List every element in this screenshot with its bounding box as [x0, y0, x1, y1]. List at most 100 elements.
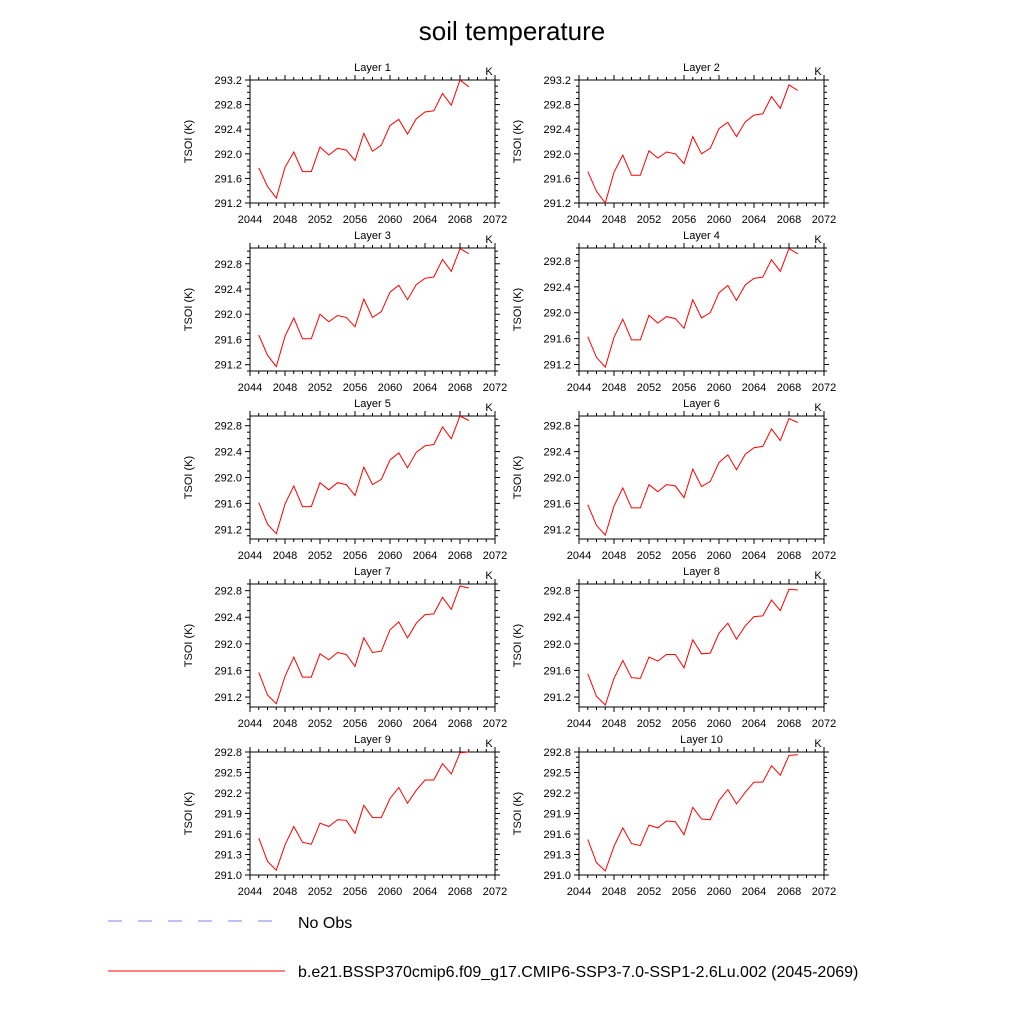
x-tick-label: 2060 — [707, 718, 731, 730]
panel-layer-5: 2044 2048 2052 2056 2060 2064 2068 2072 291.2 291… — [183, 398, 507, 562]
panel-layer-1: 2044 2048 2052 2056 2060 2064 2068 2072 291.2 291… — [183, 62, 507, 226]
panel-layer-7: 2044 2048 2052 2056 2060 2064 2068 2072 291.2 291… — [183, 566, 507, 730]
x-tick-label: 2072 — [483, 550, 507, 562]
y-tick-label: 292.8 — [214, 747, 242, 759]
panel-units: K — [814, 570, 822, 582]
x-tick-label: 2044 — [238, 550, 262, 562]
panel-title: Layer 4 — [683, 230, 720, 242]
y-tick-label: 292.2 — [543, 788, 571, 800]
x-tick-label: 2060 — [378, 886, 402, 898]
y-tick-label: 291.9 — [214, 809, 242, 821]
plot-frame — [578, 415, 825, 540]
y-tick-label: 292.8 — [214, 259, 242, 271]
x-tick-label: 2052 — [637, 214, 661, 226]
y-tick-label: 292.0 — [543, 473, 571, 485]
series-line — [258, 247, 470, 368]
y-axis-label: TSOI (K) — [183, 792, 195, 835]
y-axis-label: TSOI (K) — [512, 792, 524, 835]
x-tick-label: 2072 — [812, 886, 836, 898]
x-tick-label: 2052 — [637, 550, 661, 562]
y-tick-label: 292.4 — [214, 124, 242, 136]
panel-units: K — [814, 66, 822, 78]
series-line — [258, 751, 469, 872]
x-tick-label: 2048 — [273, 550, 297, 562]
series-line — [587, 247, 799, 369]
y-tick-label: 291.9 — [543, 809, 571, 821]
x-tick-label: 2056 — [343, 382, 367, 394]
figure-title: soil temperature — [419, 16, 605, 46]
panel-units: K — [814, 738, 822, 750]
x-tick-label: 2048 — [273, 886, 297, 898]
panel-units: K — [485, 234, 493, 246]
y-tick-label: 291.6 — [214, 665, 242, 677]
y-axis-label: TSOI (K) — [183, 288, 195, 331]
x-tick-label: 2068 — [777, 718, 801, 730]
x-tick-label: 2048 — [602, 550, 626, 562]
y-tick-label: 292.8 — [543, 256, 571, 268]
series-line — [587, 588, 798, 706]
y-tick-label: 292.0 — [543, 149, 571, 161]
plot-frame — [249, 247, 496, 372]
x-tick-label: 2052 — [637, 886, 661, 898]
x-tick-label: 2044 — [238, 382, 262, 394]
x-tick-label: 2056 — [343, 550, 367, 562]
x-tick-label: 2068 — [777, 214, 801, 226]
panel-units: K — [485, 402, 493, 414]
panel-title: Layer 10 — [680, 734, 723, 746]
y-axis-label: TSOI (K) — [512, 120, 524, 163]
y-tick-label: 291.6 — [543, 334, 571, 346]
panel-units: K — [485, 570, 493, 582]
x-tick-label: 2052 — [308, 382, 332, 394]
panel-layer-2: 2044 2048 2052 2056 2060 2064 2068 2072 291.2 291… — [512, 62, 836, 226]
legend-obs-label: No Obs — [298, 915, 352, 932]
x-tick-label: 2060 — [707, 886, 731, 898]
x-tick-label: 2072 — [812, 382, 836, 394]
y-tick-label: 292.8 — [543, 421, 571, 433]
x-tick-label: 2068 — [777, 550, 801, 562]
series-line — [587, 417, 799, 537]
panel-layer-10: 2044 2048 2052 2056 2060 2064 2068 2072 291.0 291… — [512, 734, 836, 898]
y-tick-label: 292.8 — [543, 586, 571, 598]
x-tick-label: 2044 — [238, 214, 262, 226]
y-tick-label: 292.0 — [214, 473, 242, 485]
x-tick-label: 2056 — [672, 214, 696, 226]
panel-title: Layer 3 — [354, 230, 391, 242]
x-tick-label: 2048 — [273, 718, 297, 730]
x-tick-label: 2052 — [308, 214, 332, 226]
y-tick-label: 293.2 — [543, 75, 571, 87]
x-tick-label: 2044 — [238, 886, 262, 898]
y-tick-label: 291.2 — [214, 360, 242, 372]
plot-frame — [578, 247, 825, 372]
x-tick-label: 2052 — [637, 718, 661, 730]
panel-layer-9: 2044 2048 2052 2056 2060 2064 2068 2072 291.0 291… — [183, 734, 507, 898]
x-tick-label: 2044 — [567, 382, 591, 394]
x-tick-label: 2052 — [308, 550, 332, 562]
y-tick-label: 292.4 — [543, 612, 571, 624]
x-tick-label: 2048 — [602, 214, 626, 226]
y-tick-label: 291.6 — [214, 829, 242, 841]
y-tick-label: 292.4 — [214, 284, 242, 296]
y-tick-label: 291.6 — [214, 173, 242, 185]
x-tick-label: 2056 — [343, 718, 367, 730]
panel-layer-6: 2044 2048 2052 2056 2060 2064 2068 2072 291.2 291… — [512, 398, 836, 562]
series-line — [587, 84, 799, 205]
x-tick-label: 2048 — [273, 382, 297, 394]
x-tick-label: 2052 — [637, 382, 661, 394]
x-tick-label: 2056 — [672, 886, 696, 898]
y-tick-label: 293.2 — [214, 75, 242, 87]
y-axis-label: TSOI (K) — [512, 624, 524, 667]
x-tick-label: 2064 — [413, 718, 437, 730]
series-line — [258, 585, 469, 705]
series-line — [587, 754, 798, 872]
x-tick-label: 2064 — [742, 886, 766, 898]
legend-model-label: b.e21.BSSP370cmip6.f09_g17.CMIP6-SSP3-7.… — [298, 964, 858, 981]
x-tick-label: 2068 — [448, 886, 472, 898]
x-tick-label: 2064 — [742, 214, 766, 226]
series-line — [258, 415, 470, 535]
plot-frame — [249, 79, 496, 204]
x-tick-label: 2048 — [273, 214, 297, 226]
panel-layer-3: 2044 2048 2052 2056 2060 2064 2068 2072 291.2 291… — [183, 230, 507, 394]
y-tick-label: 292.8 — [214, 421, 242, 433]
plot-frame — [249, 751, 496, 876]
y-axis-label: TSOI (K) — [512, 456, 524, 499]
